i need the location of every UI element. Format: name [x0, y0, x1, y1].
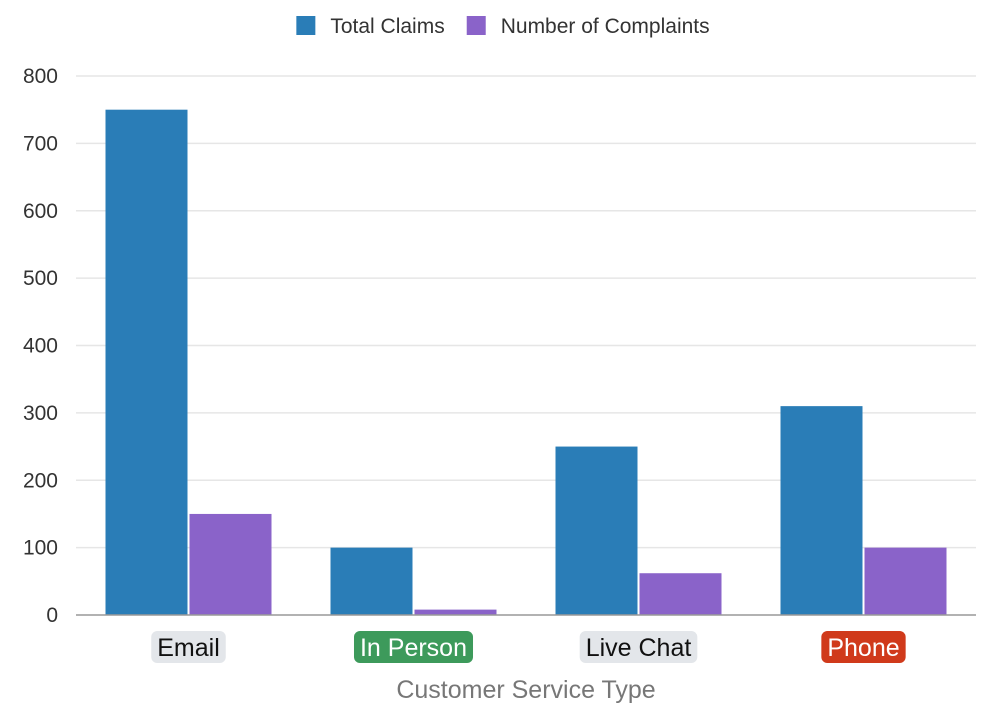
y-tick-label: 800: [23, 65, 58, 88]
bar-total-claims-live-chat: [555, 446, 638, 615]
legend: Total Claims Number of Complaints: [296, 15, 710, 38]
x-category-label: Live Chat: [586, 634, 692, 662]
y-tick-label: 0: [46, 604, 58, 627]
bar-total-claims-email: [105, 109, 188, 615]
bar-number-of-complaints-email: [189, 513, 272, 615]
legend-item[interactable]: Number of Complaints: [466, 15, 710, 38]
x-category-badge: Live Chat: [579, 631, 698, 663]
y-tick-label: 400: [23, 335, 58, 358]
y-axis-ticks: 0 100 200 300 400 500 600 700 800: [23, 65, 58, 627]
x-category-badge-bg: [821, 631, 906, 663]
bar-total-claims-phone: [780, 406, 863, 615]
y-tick-label: 500: [23, 267, 58, 290]
x-category-label: In Person: [360, 634, 467, 662]
x-category-badge: In Person: [353, 631, 474, 663]
x-category-badge: Phone: [821, 631, 906, 663]
x-axis-categories: Email In Person Live Chat Phone: [151, 631, 906, 663]
legend-item[interactable]: Total Claims: [296, 15, 445, 38]
y-tick-label: 600: [23, 200, 58, 223]
x-category-badge-bg: [151, 631, 226, 663]
legend-swatch: [466, 16, 486, 35]
x-category-badge: Email: [151, 631, 226, 663]
bars: [105, 109, 947, 615]
bar-number-of-complaints-in-person: [414, 609, 497, 615]
x-category-label: Email: [157, 634, 220, 662]
y-tick-label: 100: [23, 537, 58, 560]
bar-total-claims-in-person: [330, 547, 413, 615]
y-tick-label: 200: [23, 469, 58, 492]
legend-label: Number of Complaints: [501, 15, 710, 38]
x-axis-title: Customer Service Type: [396, 676, 655, 704]
x-category-label: Phone: [827, 634, 899, 662]
gridlines: [76, 75, 976, 549]
y-tick-label: 700: [23, 132, 58, 155]
x-category-badge-bg: [579, 631, 698, 663]
x-category-badge-bg: [353, 631, 474, 663]
legend-swatch: [296, 16, 316, 35]
y-tick-label: 300: [23, 402, 58, 425]
bar-number-of-complaints-live-chat: [639, 573, 722, 615]
bar-number-of-complaints-phone: [864, 547, 947, 615]
legend-label: Total Claims: [330, 15, 444, 38]
